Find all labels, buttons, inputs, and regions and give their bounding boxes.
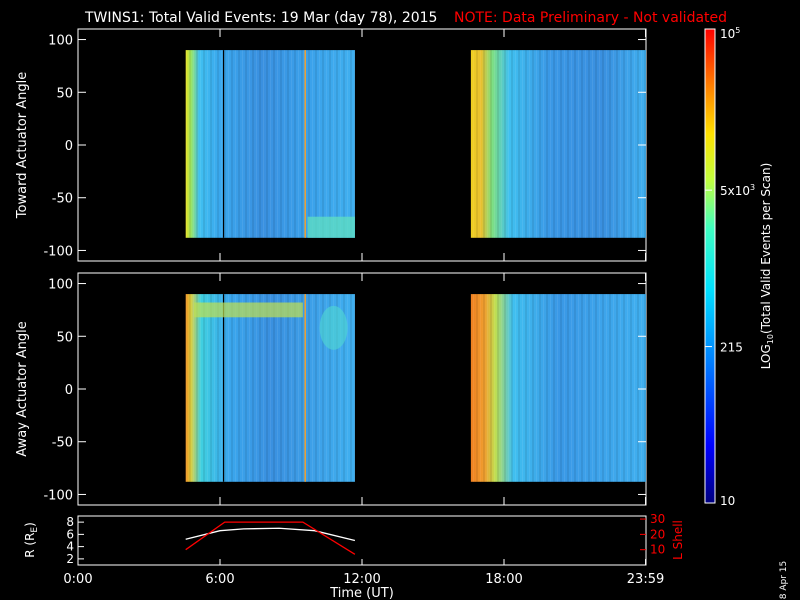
xtick-label: 23:59 <box>627 572 664 587</box>
orbit-ytick-right-label: 10 <box>650 543 665 557</box>
away-ytick-label: -100 <box>43 488 73 503</box>
toward-data-block-texture <box>470 50 646 238</box>
colorbar-tick-label: 105 <box>720 26 740 41</box>
xtick-label: 18:00 <box>485 572 522 587</box>
orbit-ytick-left-label: 2 <box>66 552 74 566</box>
toward-ytick-label: 50 <box>56 86 73 101</box>
orbit-ytick-left-label: 8 <box>66 515 74 529</box>
toward-ytick-label: 0 <box>65 139 73 154</box>
orbit-panel-frame <box>77 515 647 566</box>
toward-ytick-label: -100 <box>43 244 73 259</box>
toward-data-block-texture <box>185 50 355 238</box>
figure-title: TWINS1: Total Valid Events: 19 Mar (day … <box>84 10 437 26</box>
toward-ytick-label: 100 <box>48 34 73 49</box>
away-panel: 100 50 0 -50 -100 Away Actuator Angle <box>15 272 647 506</box>
away-ylabel: Away Actuator Angle <box>15 321 30 456</box>
colorbar-label: LOG10(Total Valid Events per Scan) <box>759 163 775 370</box>
toward-ytick-label: -50 <box>52 192 73 207</box>
away-loss-cone-feature <box>319 305 348 350</box>
orbit-ytick-left-label: 6 <box>66 527 74 541</box>
orbit-ytick-left-label: 4 <box>66 540 74 554</box>
away-ytick-label: 100 <box>48 278 73 293</box>
colorbar-tick-label: 215 <box>720 341 743 355</box>
toward-low-angle-enhancement <box>307 216 355 238</box>
away-ytick-label: 50 <box>56 330 73 345</box>
away-high-angle-band <box>193 302 303 318</box>
orbit-ytick-right-label: 30 <box>650 512 665 526</box>
orbit-ylabel-right: L Shell <box>671 520 685 560</box>
away-data-block-texture <box>470 294 646 482</box>
footer-date: 8 Apr 15 <box>779 561 789 599</box>
colorbar-tick-label: 10 <box>720 494 735 508</box>
xtick-label: 12:00 <box>343 572 380 587</box>
xtick-label: 0:00 <box>63 572 92 587</box>
xaxis-label: Time (UT) <box>329 586 394 600</box>
orbit-ytick-right-label: 20 <box>650 527 665 541</box>
orbit-radius-line <box>185 527 356 542</box>
colorbar-gradient <box>704 28 716 504</box>
preliminary-note: NOTE: Data Preliminary - Not validated <box>454 10 727 26</box>
colorbar: 105 5x103 215 10 LOG10(Total Valid Events p… <box>704 26 775 508</box>
toward-panel: 100 50 0 -50 -100 Toward Actuator Angle <box>15 28 647 262</box>
orbit-ylabel-left: R (RE) <box>23 522 40 558</box>
away-ytick-label: -50 <box>52 436 73 451</box>
toward-ylabel: Toward Actuator Angle <box>15 72 30 219</box>
lshell-line <box>185 521 356 555</box>
away-ytick-label: 0 <box>65 383 73 398</box>
xtick-label: 6:00 <box>205 572 234 587</box>
colorbar-tick-label: 5x103 <box>720 183 755 198</box>
